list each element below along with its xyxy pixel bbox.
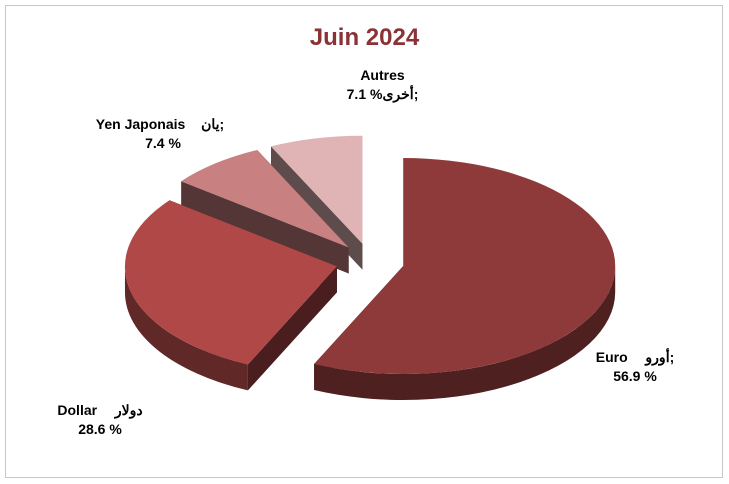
slice-euro-side	[314, 266, 616, 401]
label-dollar-ar: دولار	[114, 402, 143, 418]
label-yen-value: 7.4 %	[145, 135, 181, 151]
label-dollar-value: 28.6 %	[78, 421, 122, 437]
label-euro-fr: Euro	[595, 349, 628, 365]
slice-dollar-side	[124, 266, 248, 391]
label-autres-value-text: 7.1 %	[346, 86, 383, 102]
slice-euro	[314, 158, 616, 375]
label-dollar-fr: Dollar	[57, 402, 98, 418]
label-autres-value: 7.1 %أخرى;	[346, 86, 419, 102]
slice-autres	[271, 135, 363, 244]
label-yen-ar: يان	[201, 116, 220, 132]
chart-title: Juin 2024	[309, 24, 420, 51]
label-euro: Euro أورو; 56.9 %	[590, 348, 680, 386]
label-autres: Autres 7.1 %أخرى;	[335, 66, 430, 104]
label-euro-value: 56.9 %	[613, 368, 657, 384]
label-autres-fr: Autres	[360, 67, 405, 83]
label-yen: Yen Japonais يان; 7.4 %	[80, 115, 240, 153]
label-euro-ar: أورو	[645, 349, 670, 365]
slice-dollar-wall	[247, 266, 337, 391]
label-yen-fr: Yen Japonais	[95, 116, 186, 132]
slice-yen-wall	[181, 181, 349, 274]
label-autres-ar: أخرى	[382, 86, 414, 102]
slice-dollar	[124, 200, 337, 365]
label-dollar: Dollar دولار 28.6 %	[45, 401, 155, 439]
slice-yen	[181, 150, 349, 248]
